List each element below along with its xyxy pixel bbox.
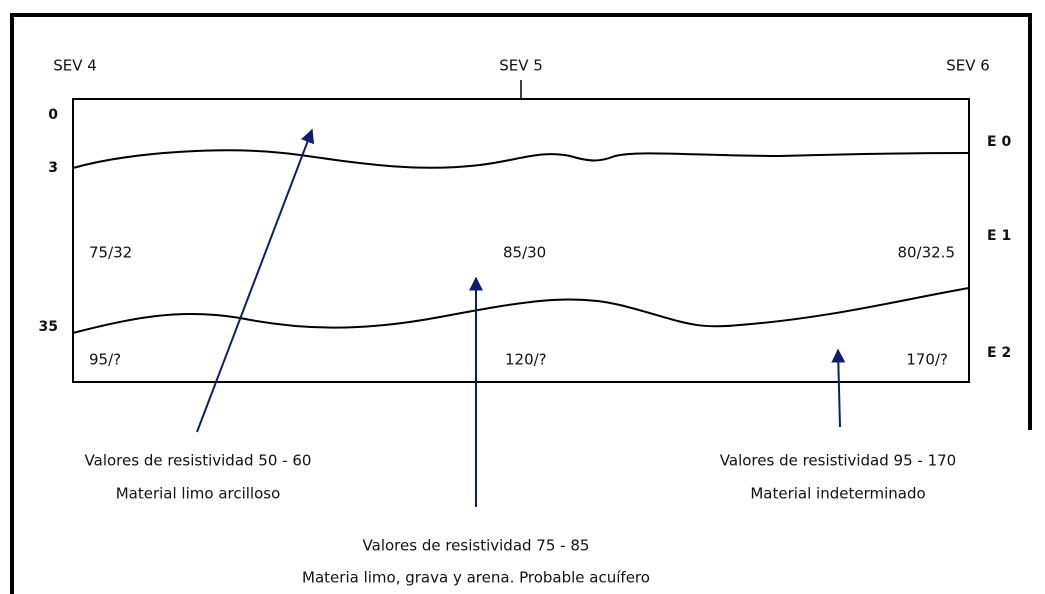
annotation: Material limo arcilloso <box>116 485 281 503</box>
depth-label: 3 <box>48 160 58 176</box>
annotation: Materia limo, grava y arena. Probable ac… <box>302 569 650 587</box>
arrow <box>196 128 315 433</box>
value-label: 170/? <box>906 351 948 369</box>
annotation: Valores de resistividad 50 - 60 <box>85 452 312 470</box>
arrow <box>831 348 846 428</box>
value-label: 95/? <box>89 351 121 369</box>
value-label: 120/? <box>505 351 547 369</box>
layer-label: E 2 <box>987 345 1011 361</box>
sev-label: SEV 4 <box>53 57 97 75</box>
boundary-e0-e1 <box>72 149 970 169</box>
value-label: 80/32.5 <box>897 244 955 262</box>
annotation: Valores de resistividad 75 - 85 <box>363 537 590 555</box>
value-label: 75/32 <box>89 244 132 262</box>
sev-label: SEV 5 <box>499 57 543 75</box>
boundary-e1-e2 <box>72 287 970 334</box>
value-label: 85/30 <box>503 244 546 262</box>
depth-label: 0 <box>48 107 58 123</box>
frame <box>10 13 1032 594</box>
layer-label: E 0 <box>987 134 1011 150</box>
annotation: Material indeterminado <box>750 485 925 503</box>
section-box <box>72 98 970 383</box>
annotation: Valores de resistividad 95 - 170 <box>720 452 956 470</box>
depth-label: 35 <box>39 319 58 335</box>
sev-label: SEV 6 <box>946 57 990 75</box>
layer-label: E 1 <box>987 228 1011 244</box>
